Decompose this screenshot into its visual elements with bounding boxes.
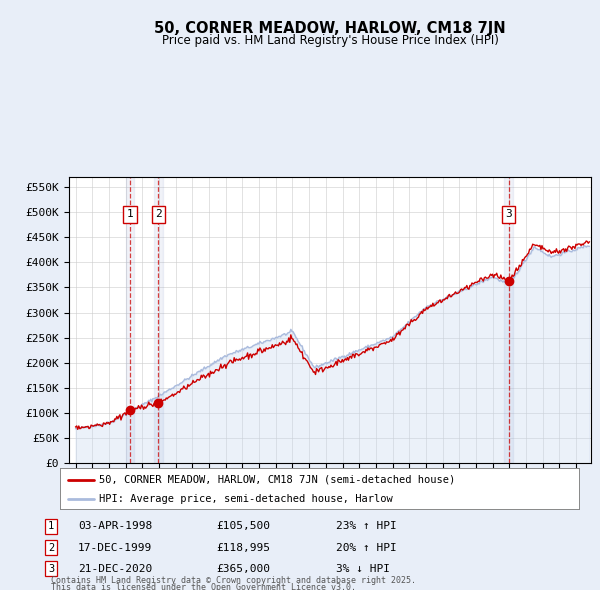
- Text: This data is licensed under the Open Government Licence v3.0.: This data is licensed under the Open Gov…: [51, 583, 356, 590]
- Bar: [505, 177, 513, 463]
- Text: 50, CORNER MEADOW, HARLOW, CM18 7JN: 50, CORNER MEADOW, HARLOW, CM18 7JN: [154, 21, 506, 35]
- Text: Price paid vs. HM Land Registry's House Price Index (HPI): Price paid vs. HM Land Registry's House …: [161, 34, 499, 47]
- Bar: [154, 177, 163, 463]
- Text: 3: 3: [505, 209, 512, 219]
- Text: 50, CORNER MEADOW, HARLOW, CM18 7JN (semi-detached house): 50, CORNER MEADOW, HARLOW, CM18 7JN (sem…: [99, 475, 455, 485]
- Text: £118,995: £118,995: [216, 543, 270, 552]
- Text: 21-DEC-2020: 21-DEC-2020: [78, 564, 152, 573]
- Text: HPI: Average price, semi-detached house, Harlow: HPI: Average price, semi-detached house,…: [99, 494, 392, 503]
- Text: Contains HM Land Registry data © Crown copyright and database right 2025.: Contains HM Land Registry data © Crown c…: [51, 576, 416, 585]
- Text: 20% ↑ HPI: 20% ↑ HPI: [336, 543, 397, 552]
- Text: 1: 1: [48, 522, 54, 531]
- Text: 1: 1: [127, 209, 133, 219]
- Text: 2: 2: [48, 543, 54, 552]
- Text: £105,500: £105,500: [216, 522, 270, 531]
- Text: 2: 2: [155, 209, 162, 219]
- Text: 23% ↑ HPI: 23% ↑ HPI: [336, 522, 397, 531]
- Bar: [126, 177, 134, 463]
- Text: 17-DEC-1999: 17-DEC-1999: [78, 543, 152, 552]
- Text: 3% ↓ HPI: 3% ↓ HPI: [336, 564, 390, 573]
- Text: £365,000: £365,000: [216, 564, 270, 573]
- Text: 3: 3: [48, 564, 54, 573]
- Text: 03-APR-1998: 03-APR-1998: [78, 522, 152, 531]
